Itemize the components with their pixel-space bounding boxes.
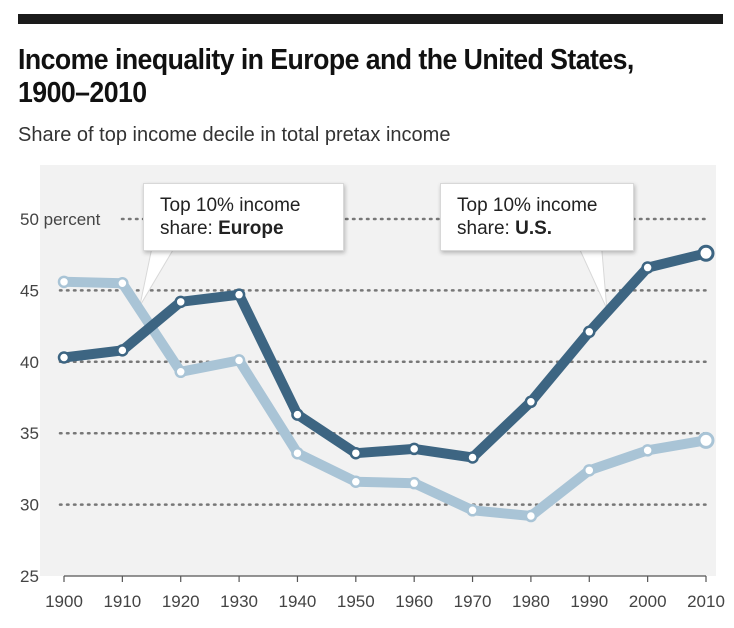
callout-us-line-2: share: U.S. <box>457 217 617 240</box>
callout-us: Top 10% income share: U.S. <box>440 183 634 251</box>
point-europe-1950 <box>349 475 363 489</box>
x-tick-label-1990: 1990 <box>570 592 608 611</box>
x-tick-label-1940: 1940 <box>279 592 317 611</box>
callout-europe-label: Europe <box>218 218 284 239</box>
x-tick-label-2010: 2010 <box>687 592 725 611</box>
point-us-2000 <box>641 261 654 274</box>
chart-subtitle: Share of top income decile in total pret… <box>18 124 451 146</box>
x-axis <box>63 575 707 582</box>
tick-labels: 25 30 35 40 45 50 percent 1900 1910 1920 1930 1940… <box>20 210 725 611</box>
point-europe-1940 <box>291 446 304 460</box>
point-us-1920 <box>174 295 187 309</box>
point-europe-1970 <box>466 504 479 517</box>
point-us-1980 <box>524 395 538 409</box>
y-tick-label-40: 40 <box>20 353 39 372</box>
point-us-1940 <box>291 408 304 421</box>
chart-title-line-1: Income inequality in Europe and the Unit… <box>18 44 634 76</box>
point-europe-1920 <box>174 365 187 379</box>
chart-title-line-2: 1900–2010 <box>18 77 147 109</box>
top-rule <box>18 14 723 24</box>
point-us-1900 <box>57 351 71 364</box>
point-us-1930 <box>232 288 246 301</box>
y-tick-label-25: 25 <box>20 567 39 586</box>
callout-europe: Top 10% income share: Europe <box>143 183 344 251</box>
point-europe-2000 <box>641 444 654 457</box>
x-tick-label-2000: 2000 <box>629 592 667 611</box>
x-tick-label-1960: 1960 <box>395 592 433 611</box>
point-us-1970 <box>466 451 479 464</box>
y-tick-label-30: 30 <box>20 496 39 515</box>
series-line-us <box>59 248 711 463</box>
x-tick-label-1920: 1920 <box>162 592 200 611</box>
point-us-2010 <box>697 244 715 262</box>
callout-europe-prefix: share: <box>160 218 219 239</box>
x-tick-label-1900: 1900 <box>45 592 83 611</box>
x-tick-label-1950: 1950 <box>337 592 375 611</box>
y-tick-label-35: 35 <box>20 424 39 443</box>
x-tick-label-1980: 1980 <box>512 592 550 611</box>
y-tick-label-50: 50 percent <box>20 210 101 229</box>
callout-us-label: U.S. <box>515 218 553 239</box>
x-tick-label-1910: 1910 <box>103 592 141 611</box>
x-tick-label-1930: 1930 <box>220 592 258 611</box>
point-us-1910 <box>116 344 129 357</box>
x-tick-label-1970: 1970 <box>454 592 492 611</box>
point-europe-1910 <box>116 277 129 290</box>
point-us-1950 <box>349 446 363 460</box>
point-europe-1900 <box>57 275 71 289</box>
point-europe-1960 <box>407 476 421 490</box>
callout-us-prefix: share: <box>457 218 516 239</box>
chart-title: Income inequality in Europe and the Unit… <box>18 44 662 110</box>
point-us-1960 <box>407 442 421 456</box>
callout-us-line-1: Top 10% income <box>457 195 598 216</box>
point-europe-2010 <box>697 431 715 449</box>
point-us-1990 <box>583 325 596 339</box>
series-group <box>57 244 715 523</box>
series-line-europe <box>59 276 711 521</box>
callout-europe-line-1: Top 10% income <box>160 195 301 216</box>
y-tick-label-45: 45 <box>20 281 39 300</box>
point-europe-1990 <box>583 464 596 477</box>
callout-europe-line-2: share: Europe <box>160 217 327 240</box>
point-europe-1980 <box>524 509 538 523</box>
point-europe-1930 <box>232 354 246 367</box>
